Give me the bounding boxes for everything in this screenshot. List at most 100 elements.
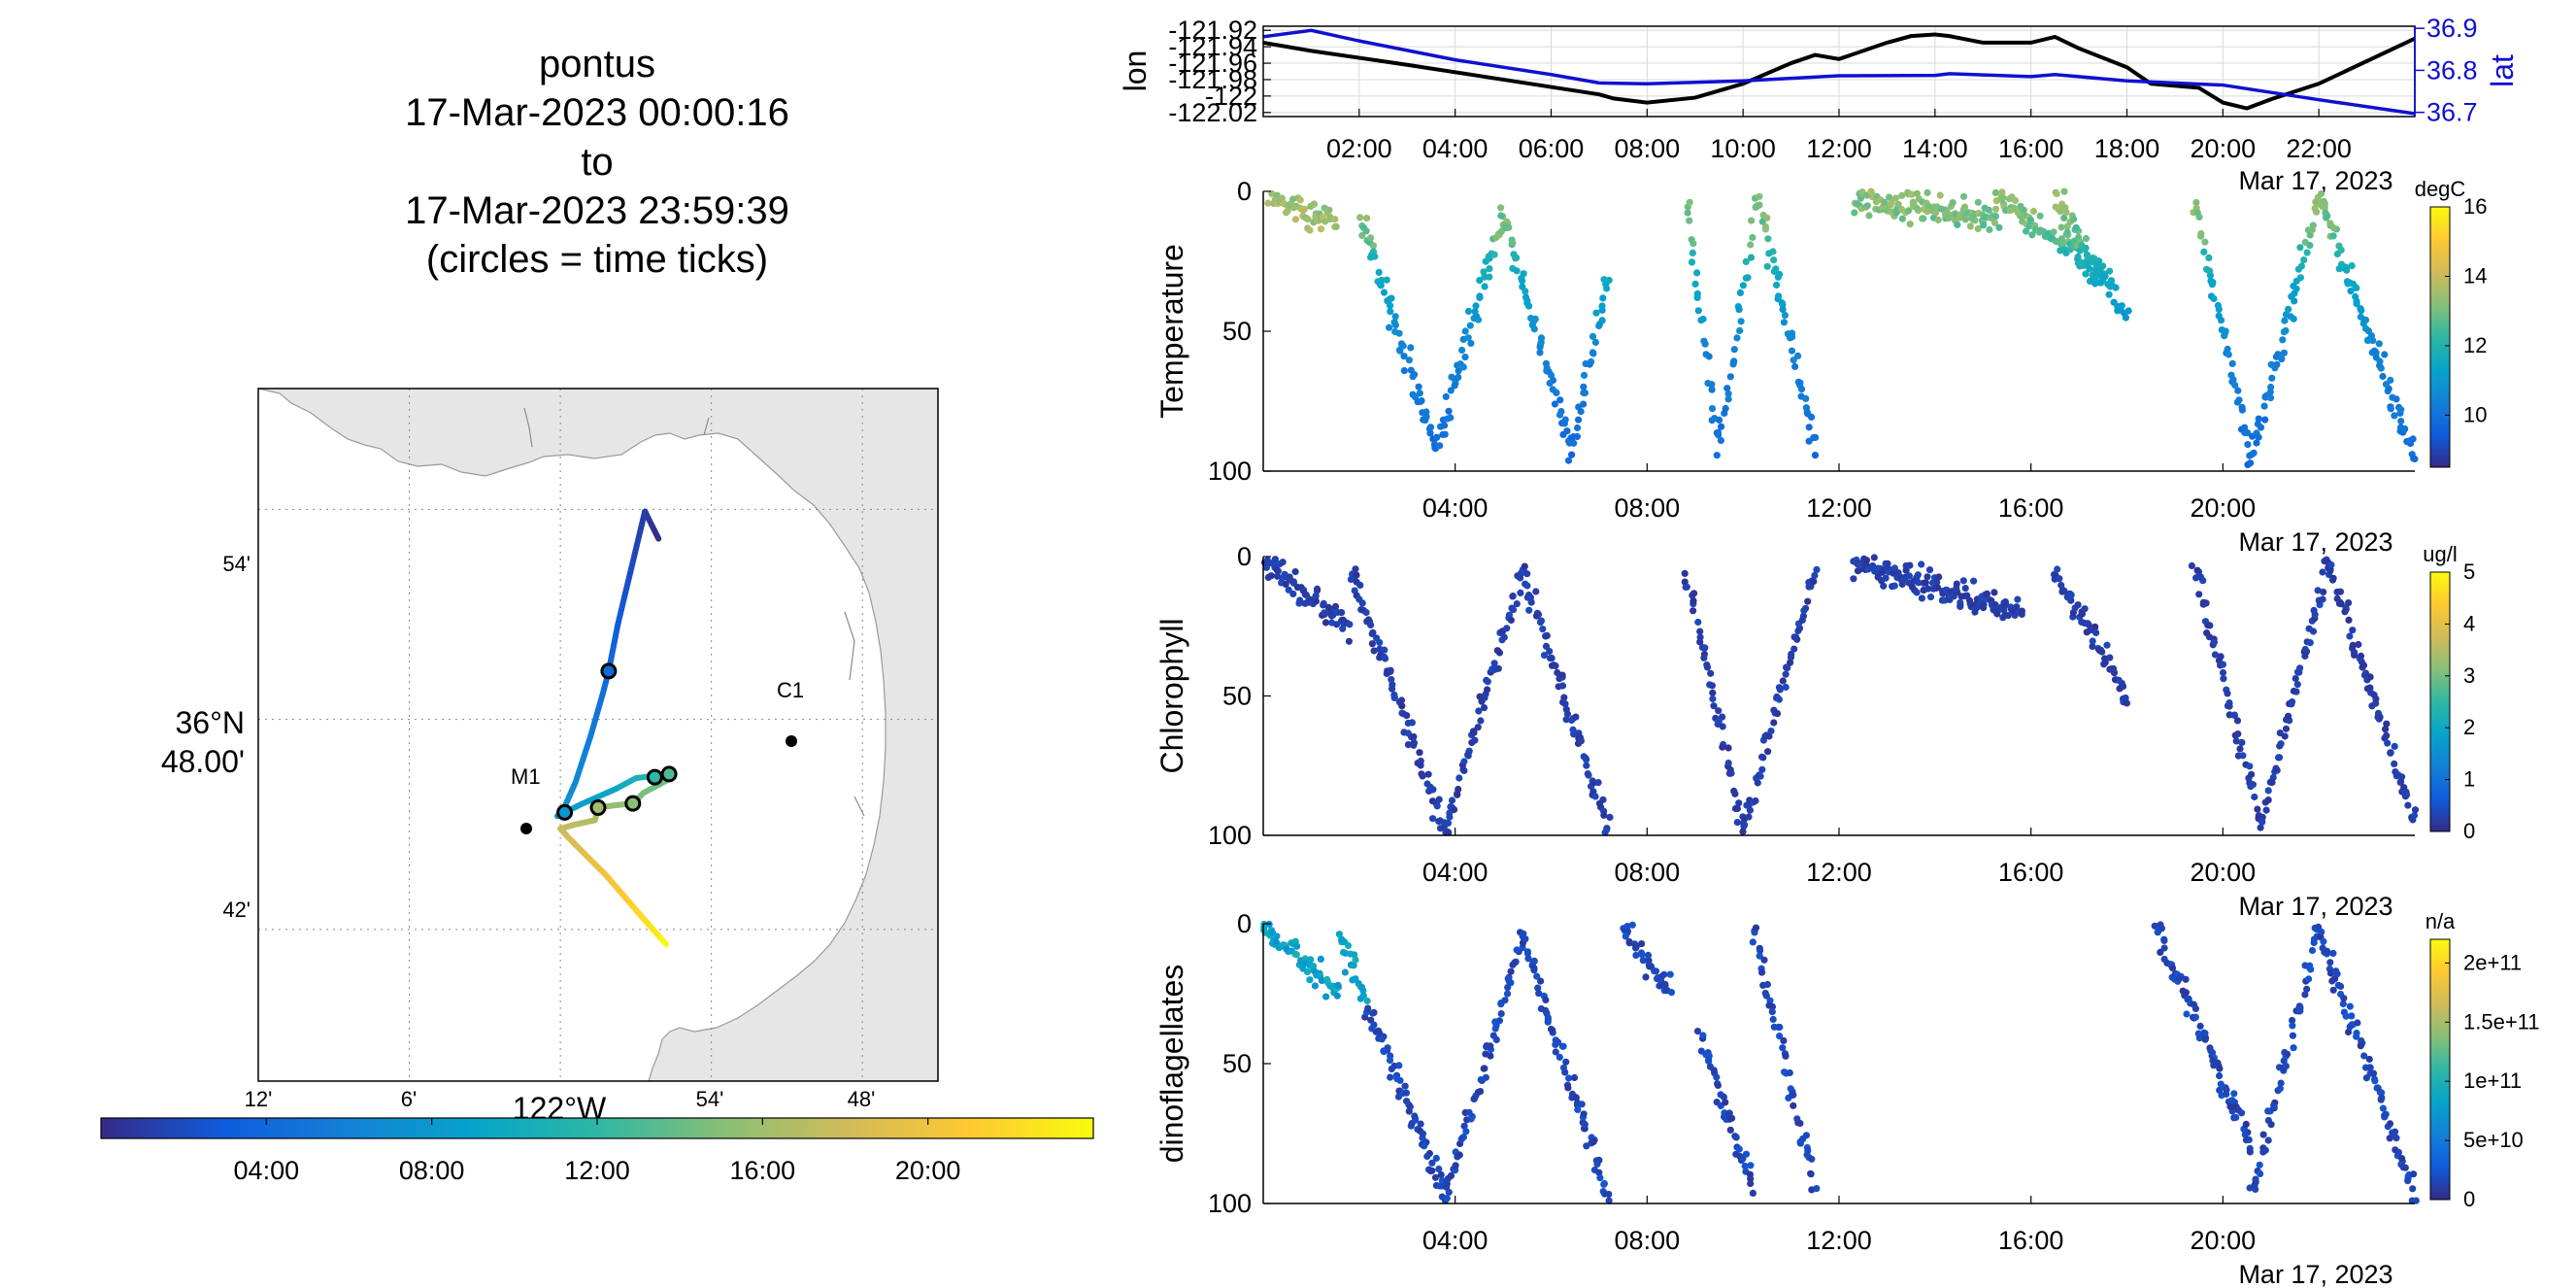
- data-point: [1455, 373, 1462, 381]
- data-point: [2277, 1079, 2285, 1087]
- data-point: [2345, 599, 2353, 607]
- data-point: [1581, 1120, 1589, 1129]
- data-point: [1762, 992, 1770, 1000]
- data-point: [2365, 1055, 2373, 1064]
- data-point: [2056, 575, 2063, 583]
- data-point: [2296, 664, 2304, 672]
- data-point: [2301, 645, 2309, 654]
- data-point: [1558, 682, 1567, 690]
- data-point: [2247, 459, 2255, 467]
- data-point: [1880, 582, 1888, 590]
- colorbar-tick-label: 3: [2463, 663, 2475, 688]
- data-point: [2345, 1028, 2353, 1036]
- data-point: [2360, 1052, 2368, 1060]
- data-point: [1471, 736, 1479, 744]
- time-colorbar-tick-label: 08:00: [399, 1156, 465, 1185]
- data-point: [2242, 1120, 2250, 1128]
- data-point: [2378, 1094, 2386, 1102]
- data-point: [2387, 749, 2394, 757]
- x-tick-label: 16:00: [1998, 1226, 2064, 1255]
- data-point: [1790, 1091, 1797, 1099]
- data-point: [1703, 663, 1712, 671]
- data-point: [2276, 1085, 2284, 1093]
- data-point: [1459, 363, 1467, 371]
- data-point: [1386, 323, 1393, 331]
- title-line-3: to: [581, 141, 613, 184]
- data-point: [1338, 609, 1346, 617]
- data-point: [2272, 353, 2280, 360]
- data-point: [1376, 638, 1384, 647]
- data-point: [2236, 745, 2244, 753]
- data-point: [2381, 351, 2389, 358]
- data-point: [2098, 648, 2106, 656]
- data-point: [2199, 577, 2207, 585]
- data-point: [2057, 223, 2065, 231]
- data-point: [1492, 1035, 1500, 1043]
- data-point: [1699, 315, 1707, 323]
- data-point: [1391, 313, 1399, 321]
- data-point: [2029, 207, 2037, 216]
- data-point: [1455, 1151, 1463, 1159]
- data-point: [2364, 337, 2372, 345]
- data-point: [1481, 283, 1489, 290]
- data-point: [1400, 353, 1408, 360]
- data-point: [1995, 223, 2003, 231]
- data-point: [1790, 645, 1798, 653]
- data-point: [1924, 188, 1931, 196]
- data-point: [2205, 254, 2213, 261]
- data-point: [1267, 572, 1275, 580]
- data-point: [1467, 1115, 1475, 1123]
- time-colorbar-tick-label: 04:00: [234, 1156, 300, 1185]
- data-point: [1334, 981, 1342, 990]
- data-point: [2050, 228, 2057, 236]
- data-point: [1486, 273, 1493, 281]
- data-point: [1432, 1154, 1440, 1162]
- map-frame: [257, 388, 939, 1082]
- data-point: [1765, 732, 1773, 740]
- data-point: [2112, 284, 2120, 291]
- data-point: [1776, 1023, 1784, 1032]
- data-point: [1428, 786, 1437, 794]
- data-point: [2412, 1197, 2420, 1204]
- data-point: [1525, 606, 1533, 614]
- data-point: [2333, 970, 2341, 978]
- data-point: [1331, 216, 1339, 223]
- data-point: [1531, 315, 1539, 322]
- data-point: [2343, 266, 2351, 274]
- data-point: [1561, 700, 1569, 708]
- data-point: [2282, 326, 2290, 335]
- data-point: [2020, 206, 2027, 214]
- lonlat-x-tick-label: 18:00: [2094, 134, 2160, 163]
- data-point: [1881, 198, 1889, 206]
- data-point: [1966, 599, 1974, 608]
- data-point: [1380, 288, 1388, 296]
- data-point: [1476, 292, 1484, 300]
- data-point: [2359, 661, 2368, 669]
- data-point: [1933, 578, 1941, 587]
- data-point: [1758, 753, 1766, 761]
- data-point: [1395, 1062, 1403, 1069]
- data-point: [1713, 452, 1721, 459]
- temperature-points: [1264, 187, 2419, 468]
- data-point: [2354, 1019, 2361, 1027]
- data-point: [1812, 433, 1820, 441]
- data-point: [1436, 442, 1444, 450]
- data-point: [1303, 967, 1312, 976]
- data-point: [1435, 796, 1443, 803]
- data-point: [2266, 394, 2275, 402]
- data-point: [2337, 600, 2345, 608]
- data-point: [2230, 711, 2238, 720]
- data-point: [2273, 360, 2281, 368]
- data-point: [2014, 595, 2022, 603]
- data-point: [1310, 200, 1319, 208]
- data-point: [1376, 654, 1384, 661]
- data-point: [1780, 319, 1788, 326]
- data-point: [1477, 717, 1485, 725]
- x-tick-label: 12:00: [1806, 1226, 1872, 1255]
- data-point: [1724, 390, 1732, 397]
- data-point: [1591, 338, 1599, 347]
- data-point: [2119, 683, 2127, 691]
- data-point: [1796, 1139, 1804, 1147]
- data-point: [1537, 977, 1545, 985]
- data-point: [1694, 307, 1702, 315]
